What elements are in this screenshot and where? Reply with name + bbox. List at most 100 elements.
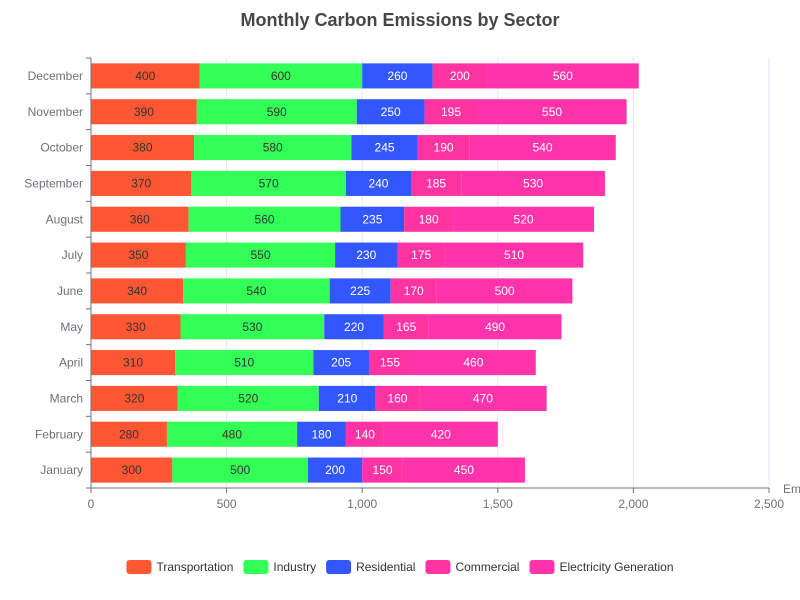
bar-value-label: 280 (119, 427, 139, 441)
bar-segment (91, 99, 197, 125)
bar-segment (313, 350, 369, 376)
bar-segment (345, 421, 384, 447)
bar-segment (183, 278, 330, 304)
bar-segment (419, 385, 547, 411)
bar-value-label: 160 (387, 391, 407, 405)
bar-segment (91, 421, 167, 447)
bar-value-label: 250 (381, 105, 401, 119)
bar-segment (444, 242, 584, 268)
bar-value-label: 550 (250, 248, 270, 262)
bar-segment (461, 170, 605, 196)
legend-label: Residential (356, 560, 415, 574)
bar-segment (362, 63, 433, 89)
bar-value-label: 600 (271, 69, 291, 83)
bar-segment (402, 457, 525, 483)
bar-value-label: 330 (126, 320, 146, 334)
bar-segment (324, 314, 384, 340)
bar-value-label: 350 (128, 248, 148, 262)
x-tick-label: 1,500 (483, 497, 513, 511)
bar-value-label: 590 (267, 105, 287, 119)
bar-value-label: 520 (238, 391, 258, 405)
bar-value-label: 165 (396, 320, 416, 334)
bar-value-label: 245 (375, 141, 395, 155)
bar-segment (180, 314, 325, 340)
bar-value-label: 175 (411, 248, 431, 262)
x-tick-label: 2,500 (754, 497, 784, 511)
bar-value-label: 560 (255, 212, 275, 226)
bar-segment (335, 242, 398, 268)
bar-value-label: 390 (134, 105, 154, 119)
bar-segment (175, 350, 314, 376)
bar-value-label: 420 (431, 427, 451, 441)
bar-segment (428, 314, 562, 340)
bar-segment (196, 99, 357, 125)
bar-segment (397, 242, 445, 268)
bar-segment (368, 350, 412, 376)
bar-segment (362, 457, 403, 483)
bar-segment (297, 421, 346, 447)
y-tick-label: August (46, 212, 84, 226)
bar-value-label: 490 (485, 320, 505, 334)
bar-value-label: 470 (473, 391, 493, 405)
y-tick-label: March (50, 391, 83, 405)
bar-value-label: 300 (122, 463, 142, 477)
bar-value-label: 180 (419, 212, 439, 226)
bar-segment (91, 278, 184, 304)
bar-value-label: 580 (263, 141, 283, 155)
bar-value-label: 500 (230, 463, 250, 477)
legend-swatch (425, 560, 451, 574)
bar-segment (91, 457, 173, 483)
bar-segment (166, 421, 298, 447)
bar-segment (436, 278, 573, 304)
bar-segment (411, 350, 536, 376)
bar-segment (356, 99, 425, 125)
y-tick-label: July (62, 248, 83, 262)
bar-segment (411, 170, 462, 196)
bar-value-label: 200 (325, 463, 345, 477)
bar-segment (340, 206, 405, 232)
bar-segment (424, 99, 478, 125)
bar-value-label: 310 (123, 356, 143, 370)
bar-value-label: 540 (533, 141, 553, 155)
bar-value-label: 530 (523, 176, 543, 190)
bar-segment (469, 135, 616, 161)
bar-segment (91, 206, 189, 232)
bar-segment (191, 170, 346, 196)
bar-value-label: 230 (356, 248, 376, 262)
bar-segment (91, 350, 176, 376)
y-tick-label: May (60, 320, 83, 334)
bar-segment (91, 170, 192, 196)
bar-value-label: 235 (362, 212, 382, 226)
bar-value-label: 240 (368, 176, 388, 190)
bar-value-label: 195 (441, 105, 461, 119)
legend-layer: Transportation Industry Residential Commerc… (126, 560, 674, 574)
axis-layer: January February March April May June July Augu… (24, 57, 800, 511)
bar-segment (453, 206, 595, 232)
bars-layer: 300 500 200 150 450 280 480 180 140 420 320 520 210 1… (91, 63, 639, 483)
bar-value-label: 150 (373, 463, 393, 477)
y-tick-label: January (40, 463, 83, 477)
bar-value-label: 400 (135, 69, 155, 83)
legend-label: Industry (273, 560, 316, 574)
bar-value-label: 500 (495, 284, 515, 298)
x-tick-label: 1,000 (347, 497, 377, 511)
y-tick-label: November (28, 105, 83, 119)
bar-value-label: 180 (312, 427, 332, 441)
bar-segment (194, 135, 352, 161)
bar-segment (486, 63, 639, 89)
bar-segment (318, 385, 376, 411)
bar-segment (91, 63, 200, 89)
bar-segment (172, 457, 308, 483)
bar-value-label: 560 (553, 69, 573, 83)
y-tick-label: September (24, 176, 83, 190)
y-tick-label: December (28, 69, 83, 83)
bar-value-label: 510 (504, 248, 524, 262)
bar-segment (91, 385, 178, 411)
bar-value-label: 460 (463, 356, 483, 370)
bar-value-label: 260 (387, 69, 407, 83)
legend-swatch (126, 560, 152, 574)
x-axis-label: Em (783, 482, 800, 496)
legend-swatch (243, 560, 269, 574)
bar-segment (185, 242, 336, 268)
